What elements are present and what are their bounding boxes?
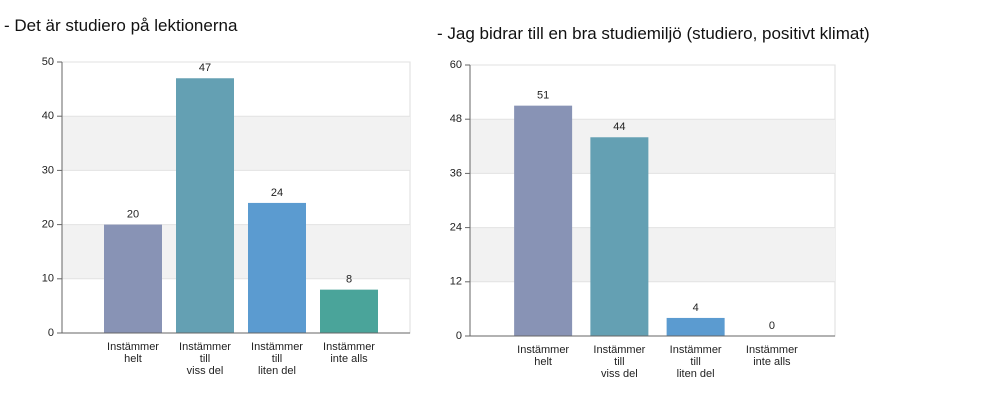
grid-band (62, 116, 410, 171)
value-label: 24 (271, 187, 283, 199)
x-tick-label: Instämmer till viss del (179, 341, 231, 377)
bar (176, 78, 234, 333)
bar (514, 105, 573, 337)
value-label: 4 (693, 302, 699, 314)
value-label: 51 (537, 90, 549, 102)
x-tick-label: Instämmer helt (107, 341, 159, 365)
y-tick-label: 0 (48, 327, 54, 339)
x-tick-label: Instämmer inte alls (323, 341, 375, 365)
value-label: 44 (613, 121, 625, 133)
bar (248, 202, 306, 333)
y-tick-label: 24 (450, 222, 462, 234)
y-tick-label: 12 (450, 276, 462, 288)
value-label: 0 (769, 320, 775, 332)
x-tick-label: Instämmer till liten del (669, 344, 722, 380)
x-tick-label: Instämmer inte alls (745, 344, 798, 368)
bar (320, 289, 378, 333)
y-tick-label: 50 (42, 56, 54, 68)
value-label: 20 (127, 209, 139, 221)
chart-title: - Det är studiero på lektionerna (4, 16, 238, 35)
bar (590, 137, 649, 336)
y-tick-label: 30 (42, 164, 54, 176)
x-tick-label: Instämmer helt (517, 344, 570, 368)
y-tick-label: 60 (450, 59, 462, 71)
bar (666, 317, 725, 336)
y-tick-label: 40 (42, 110, 54, 122)
bar (104, 224, 162, 333)
y-tick-label: 0 (456, 330, 462, 342)
y-tick-label: 20 (42, 219, 54, 231)
y-tick-label: 36 (450, 167, 462, 179)
chart-title: - Jag bidrar till en bra studiemiljö (st… (437, 24, 870, 43)
y-tick-label: 10 (42, 273, 54, 285)
x-tick-label: Instämmer till viss del (593, 344, 646, 380)
y-tick-label: 48 (450, 113, 462, 125)
x-tick-label: Instämmer till liten del (251, 341, 303, 377)
value-label: 8 (346, 274, 352, 286)
value-label: 47 (199, 62, 211, 74)
